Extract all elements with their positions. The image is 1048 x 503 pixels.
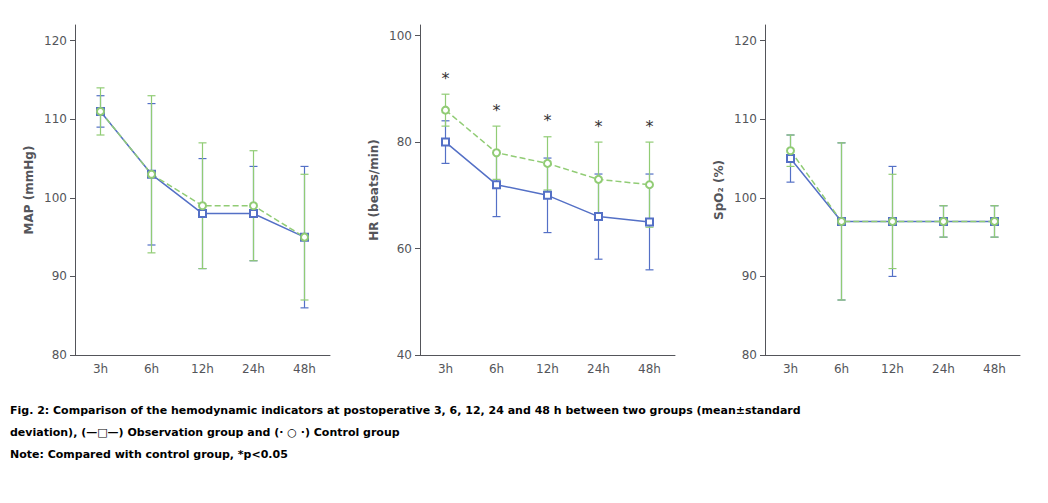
svg-text:3h: 3h [438,362,453,376]
svg-text:HR (beats/min): HR (beats/min) [367,139,381,241]
svg-text:*: * [595,117,603,136]
svg-text:Note: Compared with control gr: Note: Compared with control group, *p<0.… [10,448,288,461]
svg-text:12h: 12h [191,362,214,376]
svg-text:deviation), (—□—) Observation: deviation), (—□—) Observation group and … [10,426,400,439]
svg-text:*: * [493,101,501,120]
svg-text:Fig. 2: Comparison of the hemo: Fig. 2: Comparison of the hemodynamic in… [10,404,801,417]
svg-text:24h: 24h [932,362,955,376]
svg-text:SpO₂ (%): SpO₂ (%) [712,160,726,220]
svg-text:48h: 48h [638,362,661,376]
svg-text:6h: 6h [834,362,849,376]
svg-text:90: 90 [52,269,67,283]
svg-text:6h: 6h [144,362,159,376]
svg-text:6h: 6h [489,362,504,376]
svg-text:60: 60 [397,242,412,256]
svg-text:40: 40 [397,348,412,362]
svg-text:*: * [646,117,654,136]
svg-text:3h: 3h [783,362,798,376]
svg-text:3h: 3h [93,362,108,376]
svg-text:48h: 48h [293,362,316,376]
svg-text:*: * [442,69,450,88]
svg-text:120: 120 [44,34,67,48]
svg-text:MAP (mmHg): MAP (mmHg) [22,146,36,235]
svg-text:100: 100 [734,191,757,205]
svg-text:12h: 12h [536,362,559,376]
svg-text:80: 80 [52,348,67,362]
svg-text:24h: 24h [587,362,610,376]
svg-text:100: 100 [389,29,412,43]
svg-text:80: 80 [397,135,412,149]
svg-text:90: 90 [742,269,757,283]
svg-text:100: 100 [44,191,67,205]
svg-text:110: 110 [44,112,67,126]
svg-text:12h: 12h [881,362,904,376]
svg-text:80: 80 [742,348,757,362]
svg-text:110: 110 [734,112,757,126]
svg-text:120: 120 [734,34,757,48]
svg-text:24h: 24h [242,362,265,376]
svg-text:48h: 48h [983,362,1006,376]
svg-text:*: * [544,111,552,130]
